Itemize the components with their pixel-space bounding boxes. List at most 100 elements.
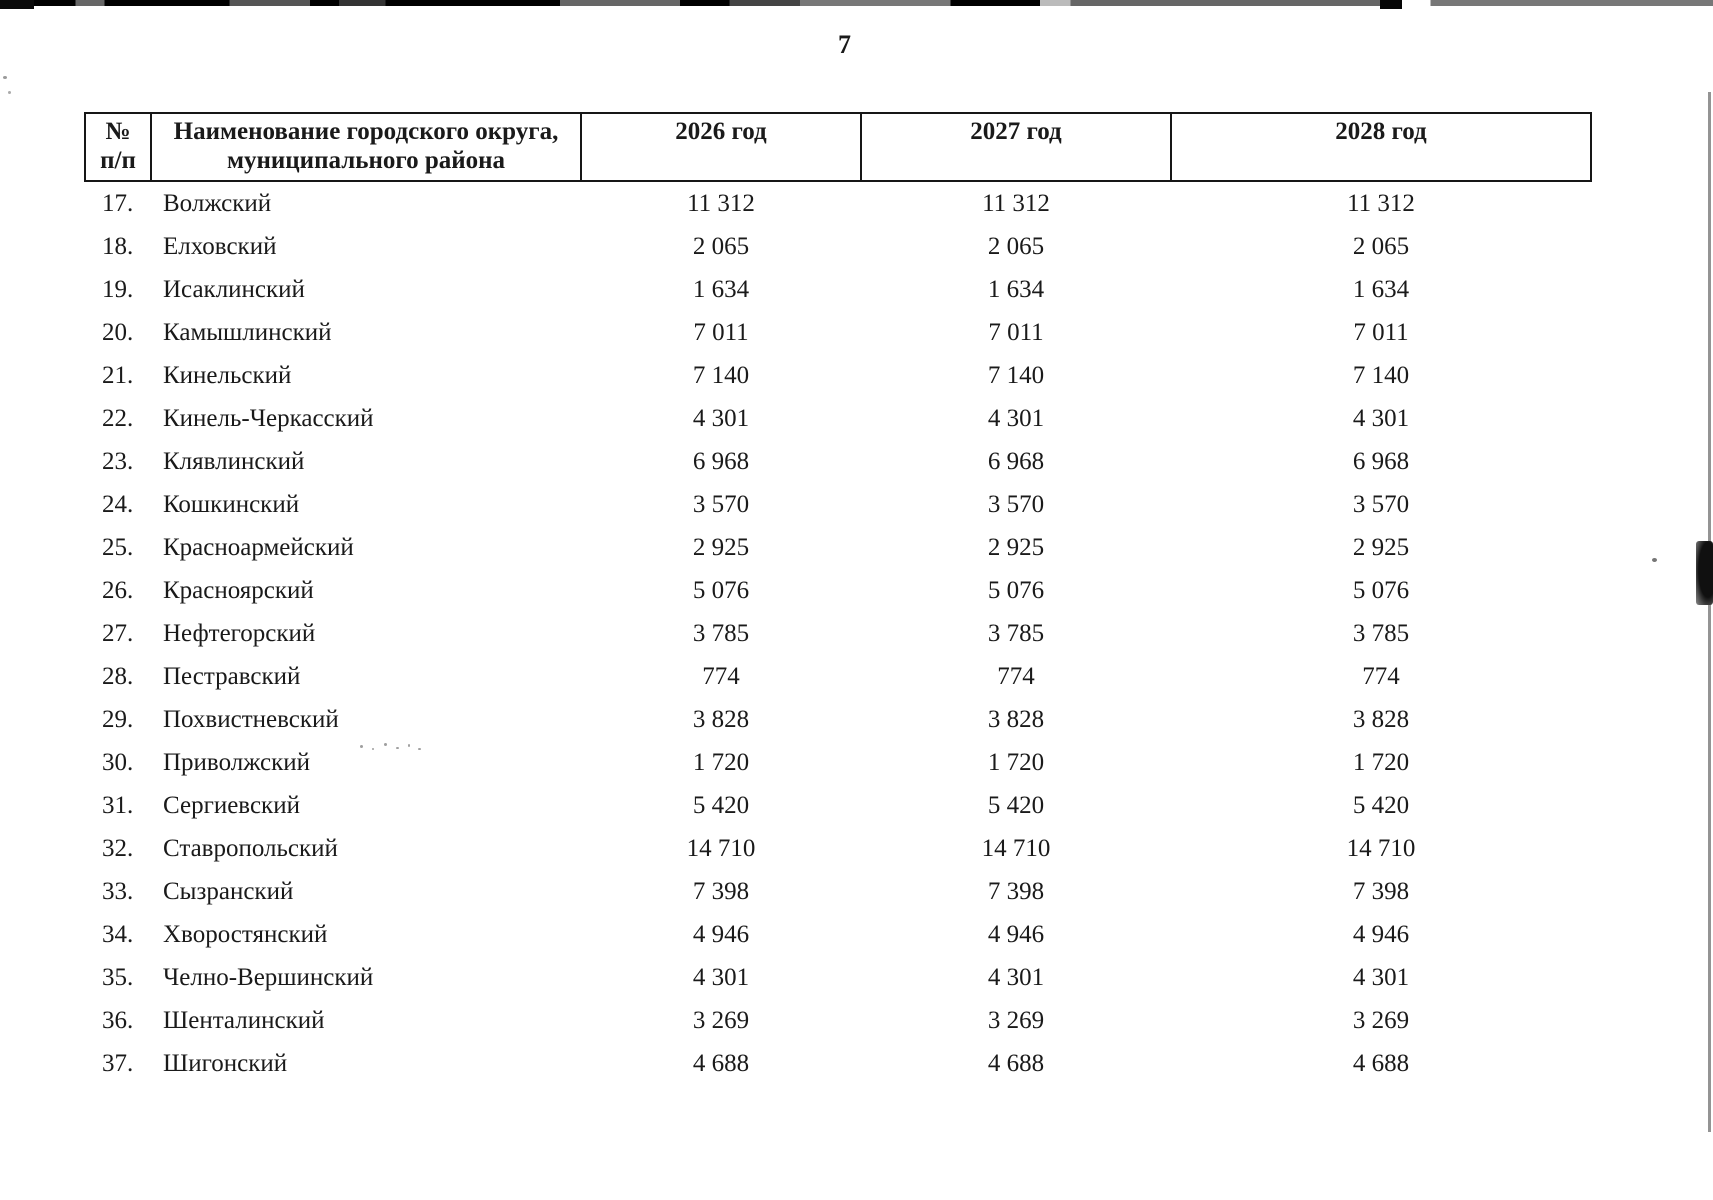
value-2028-cell: 4 688 <box>1352 1050 1410 1077</box>
row-number-cell: 31. <box>102 792 134 819</box>
table-row: 34. Хворостянский 4 946 4 946 4 946 <box>85 913 1591 956</box>
value-2027-cell: 3 570 <box>987 491 1045 518</box>
value-2028-cell: 7 140 <box>1352 362 1410 389</box>
row-number-cell: 26. <box>102 577 134 604</box>
row-number-cell: 22. <box>102 405 134 432</box>
value-2027-cell: 7 140 <box>987 362 1045 389</box>
municipality-name-cell: Кинельский <box>163 362 292 389</box>
scan-artifact-right-speck <box>1652 558 1657 562</box>
value-2028-cell: 3 269 <box>1352 1007 1410 1034</box>
municipality-name-cell: Сергиевский <box>163 792 300 819</box>
header-number-line1: № <box>105 118 131 145</box>
row-number-cell: 20. <box>102 319 134 346</box>
municipality-name-cell: Похвистневский <box>163 706 339 733</box>
municipalities-table: № п/п Наименование городского округа, му… <box>84 112 1592 1085</box>
value-2027-cell: 14 710 <box>981 835 1051 862</box>
municipality-name-cell: Шенталинский <box>163 1007 325 1034</box>
value-2027-cell: 5 420 <box>987 792 1045 819</box>
scan-artifact-right-edge-line <box>1708 92 1711 1132</box>
value-2027-cell: 6 968 <box>987 448 1045 475</box>
value-2028-cell: 3 828 <box>1352 706 1410 733</box>
value-2026-cell: 4 301 <box>692 405 750 432</box>
value-2028-cell: 3 570 <box>1352 491 1410 518</box>
value-2026-cell: 3 269 <box>692 1007 750 1034</box>
row-number-cell: 36. <box>102 1007 134 1034</box>
municipality-name-cell: Пестравский <box>163 663 301 690</box>
value-2026-cell: 5 076 <box>692 577 750 604</box>
value-2026-cell: 1 720 <box>692 749 750 776</box>
table-header: № п/п Наименование городского округа, му… <box>84 112 1592 182</box>
value-2027-cell: 3 785 <box>987 620 1045 647</box>
header-cell-2028: 2028 год <box>1170 112 1592 182</box>
value-2026-cell: 774 <box>702 663 740 690</box>
value-2026-cell: 7 011 <box>693 319 749 346</box>
value-2026-cell: 7 140 <box>692 362 750 389</box>
table-row: 33. Сызранский 7 398 7 398 7 398 <box>85 870 1591 913</box>
table-header-row: № п/п Наименование городского округа, му… <box>84 112 1592 182</box>
municipality-name-cell: Кинель-Черкасский <box>163 405 374 432</box>
row-number-cell: 23. <box>102 448 134 475</box>
table-row: 27. Нефтегорский 3 785 3 785 3 785 <box>85 612 1591 655</box>
header-cell-name: Наименование городского округа, муниципа… <box>150 112 582 182</box>
value-2026-cell: 5 420 <box>692 792 750 819</box>
row-number-cell: 37. <box>102 1050 134 1077</box>
value-2028-cell: 5 420 <box>1352 792 1410 819</box>
value-2028-cell: 4 301 <box>1352 405 1410 432</box>
table-row: 29. Похвистневский 3 828 3 828 3 828 <box>85 698 1591 741</box>
value-2026-cell: 3 570 <box>692 491 750 518</box>
table-row: 17. Волжский 11 312 11 312 11 312 <box>85 181 1591 225</box>
value-2026-cell: 4 688 <box>692 1050 750 1077</box>
scan-artifact-left-speck <box>8 91 11 94</box>
municipality-name-cell: Волжский <box>163 190 272 217</box>
value-2027-cell: 2 925 <box>987 534 1045 561</box>
value-2028-cell: 6 968 <box>1352 448 1410 475</box>
table-row: 25. Красноармейский 2 925 2 925 2 925 <box>85 526 1591 569</box>
table-row: 36. Шенталинский 3 269 3 269 3 269 <box>85 999 1591 1042</box>
value-2027-cell: 5 076 <box>987 577 1045 604</box>
header-name-line2: муниципального района <box>226 147 506 174</box>
value-2026-cell: 3 828 <box>692 706 750 733</box>
value-2027-cell: 774 <box>997 663 1035 690</box>
table-row: 18. Елховский 2 065 2 065 2 065 <box>85 225 1591 268</box>
value-2027-cell: 3 269 <box>987 1007 1045 1034</box>
value-2026-cell: 1 634 <box>692 276 750 303</box>
row-number-cell: 24. <box>102 491 134 518</box>
header-cell-2027: 2027 год <box>860 112 1172 182</box>
row-number-cell: 19. <box>102 276 134 303</box>
header-cell-2026: 2026 год <box>580 112 862 182</box>
municipality-name-cell: Камышлинский <box>163 319 332 346</box>
municipality-name-cell: Приволжский <box>163 749 311 776</box>
table-row: 37. Шигонский 4 688 4 688 4 688 <box>85 1042 1591 1085</box>
value-2026-cell: 4 301 <box>692 964 750 991</box>
value-2026-cell: 14 710 <box>686 835 756 862</box>
row-number-cell: 35. <box>102 964 134 991</box>
municipality-name-cell: Челно-Вершинский <box>163 964 374 991</box>
value-2028-cell: 1 634 <box>1352 276 1410 303</box>
row-number-cell: 32. <box>102 835 134 862</box>
scan-artifact-top-blob-right <box>1380 0 1402 9</box>
value-2027-cell: 1 634 <box>987 276 1045 303</box>
value-2027-cell: 4 946 <box>987 921 1045 948</box>
municipality-name-cell: Шигонский <box>163 1050 288 1077</box>
value-2027-cell: 4 688 <box>987 1050 1045 1077</box>
municipality-name-cell: Сызранский <box>163 878 294 905</box>
municipality-name-cell: Клявлинский <box>163 448 305 475</box>
municipality-name-cell: Красноярский <box>163 577 314 604</box>
row-number-cell: 28. <box>102 663 134 690</box>
value-2026-cell: 2 925 <box>692 534 750 561</box>
value-2027-cell: 11 312 <box>982 190 1050 217</box>
row-number-cell: 29. <box>102 706 134 733</box>
municipality-name-cell: Ставропольский <box>163 835 338 862</box>
table-row: 35. Челно-Вершинский 4 301 4 301 4 301 <box>85 956 1591 999</box>
value-2026-cell: 7 398 <box>692 878 750 905</box>
scan-artifact-top-blob-left <box>0 0 34 9</box>
municipality-name-cell: Елховский <box>163 233 277 260</box>
value-2028-cell: 4 301 <box>1352 964 1410 991</box>
value-2027-cell: 4 301 <box>987 405 1045 432</box>
value-2026-cell: 2 065 <box>692 233 750 260</box>
municipality-name-cell: Кошкинский <box>163 491 300 518</box>
value-2028-cell: 2 065 <box>1352 233 1410 260</box>
value-2028-cell: 7 398 <box>1352 878 1410 905</box>
value-2028-cell: 2 925 <box>1352 534 1410 561</box>
